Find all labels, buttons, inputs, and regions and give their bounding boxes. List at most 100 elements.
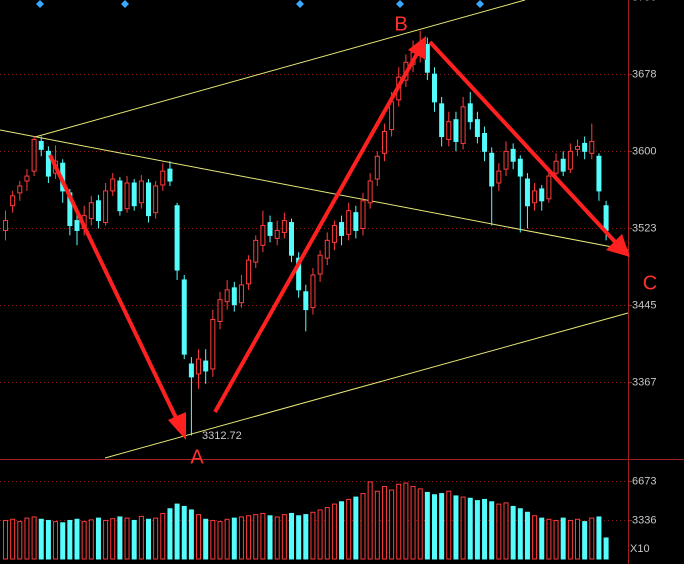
volume-bar (53, 521, 59, 560)
candle-body (524, 178, 530, 207)
volume-bar (95, 517, 101, 560)
channel-line (34, 0, 526, 138)
arrow (48, 154, 180, 423)
candle-body (489, 152, 495, 187)
candle-body (124, 182, 130, 210)
volume-bar (517, 508, 523, 560)
candle-body (196, 358, 202, 375)
candle-body (260, 225, 266, 246)
candle-body (324, 239, 330, 259)
candle-body (267, 222, 273, 236)
volume-bar (253, 514, 259, 560)
volume-bar (81, 521, 87, 560)
volume-bar (88, 519, 94, 560)
volume-bar (260, 512, 266, 560)
candle-body (510, 148, 516, 162)
y-tick-label: 3523 (632, 222, 656, 234)
candle-body (317, 254, 323, 275)
candle-body (381, 131, 387, 154)
arrow-head (168, 412, 186, 440)
volume-bar (496, 503, 502, 560)
volume-bar (231, 517, 237, 560)
volume-bar (60, 522, 66, 560)
low-label: 3312.72 (202, 430, 242, 442)
volume-bar (417, 488, 423, 560)
volume-bar (353, 496, 359, 560)
candle-body (217, 299, 223, 322)
volume-bar (324, 507, 330, 560)
volume-bar (117, 516, 123, 560)
volume-bar (539, 517, 545, 560)
volume-bar (274, 516, 280, 560)
volume-bar (3, 519, 8, 560)
y-tick-label: 3367 (632, 376, 656, 388)
candle-body (446, 121, 452, 140)
volume-bar (560, 517, 566, 560)
candle-body (10, 195, 16, 207)
volume-bar (67, 519, 73, 560)
candle-body (110, 178, 116, 192)
volume-bar (596, 516, 602, 560)
volumes (3, 481, 609, 560)
candle-body (331, 225, 337, 243)
candle-body (603, 205, 609, 231)
candle-body (45, 150, 51, 177)
volume-bar (153, 517, 159, 560)
volume-bar (160, 512, 166, 560)
volume-bar (453, 495, 459, 560)
markers (36, 0, 484, 8)
volume-bar (489, 501, 495, 560)
volume-bar (346, 498, 352, 560)
candle-body (360, 200, 366, 229)
volume-bar (310, 511, 316, 560)
candle-body (188, 363, 194, 378)
trend-arrows (48, 36, 630, 440)
candle-body (503, 150, 509, 170)
volume-bar (510, 505, 516, 560)
volume-bar (482, 498, 488, 560)
annotation: A (190, 446, 204, 468)
candle-body (432, 73, 437, 103)
candle-body (346, 210, 352, 235)
y-tick-label: 3756 (632, 0, 656, 3)
candle-body (546, 175, 552, 200)
candle-body (575, 145, 580, 150)
y-tick-label: 3600 (632, 145, 656, 157)
volume-bar (381, 486, 387, 560)
volume-bar (317, 509, 323, 560)
volume-bar (103, 519, 109, 560)
volume-bar (167, 508, 173, 560)
annotation: C (643, 272, 657, 294)
candle-body (339, 222, 345, 236)
candle-body (539, 188, 545, 202)
marker (296, 0, 304, 8)
volume-bar (339, 501, 345, 560)
candle-body (246, 259, 252, 285)
candle-body (353, 212, 359, 231)
candle-body (224, 289, 230, 303)
candle-body (281, 220, 287, 233)
candle-body (167, 168, 173, 182)
candle-body (117, 180, 123, 212)
candle-body (31, 138, 37, 172)
volume-bar (460, 496, 466, 560)
volume-bar (424, 491, 430, 560)
marker (396, 0, 404, 8)
candle-body (467, 103, 473, 123)
candle-body (474, 119, 480, 137)
candle-body (460, 106, 466, 144)
volume-bar (389, 489, 395, 560)
volume-bar (524, 511, 530, 560)
candle-body (88, 202, 94, 220)
volume-bar (553, 519, 559, 560)
volume-bar (410, 486, 416, 560)
volume-bar (210, 519, 216, 560)
volume-bar (575, 518, 580, 560)
volume-bar (396, 483, 402, 560)
arrow-head (408, 36, 426, 60)
candle-body (374, 155, 380, 180)
candle-body (138, 180, 144, 204)
candle-body (567, 150, 573, 170)
